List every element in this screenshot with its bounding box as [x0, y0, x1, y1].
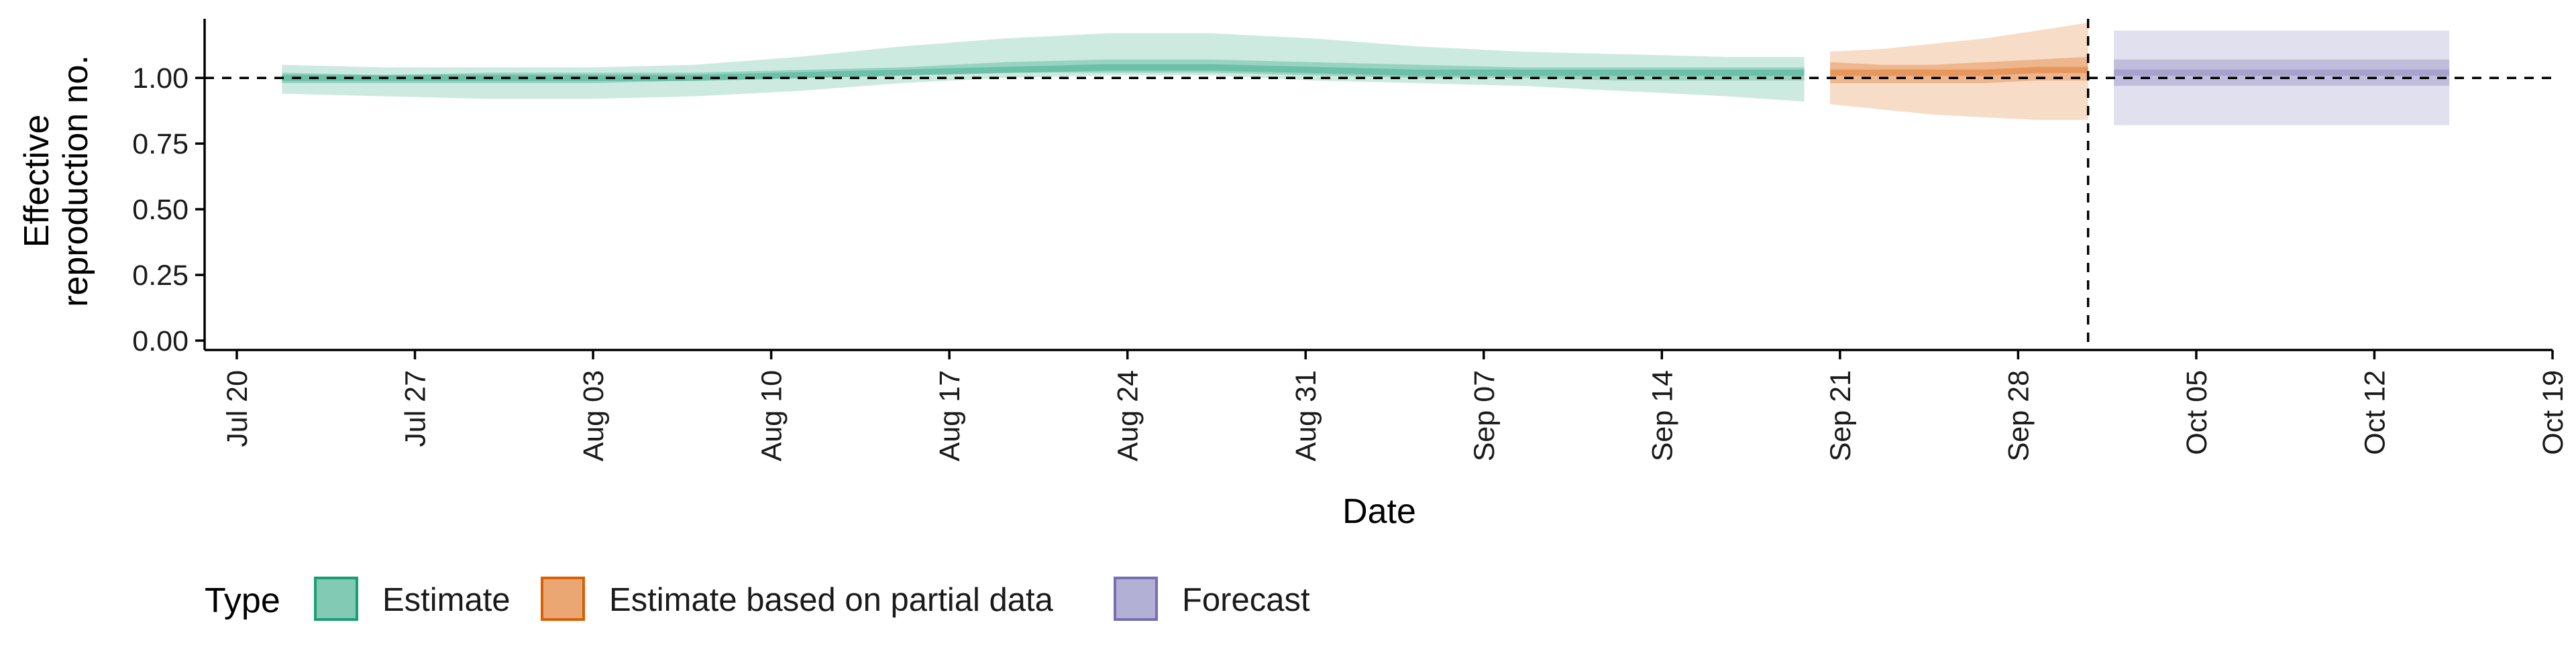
legend-label: Estimate [382, 582, 511, 618]
x-tick-label: Jul 27 [400, 370, 432, 447]
series-estimate-based-on-partial-data [1830, 22, 2088, 120]
axes: 0.00 0.25 0.50 0.75 1.00 Jul 20 Jul 27 Aug 03 Au… [132, 19, 2569, 461]
y-axis-title: Effective reproduction no. [17, 55, 95, 307]
x-tick-label: Aug 31 [1290, 370, 1322, 461]
legend-swatch [314, 577, 358, 621]
y-tick-label: 0.00 [132, 325, 189, 357]
x-tick-label: Sep 28 [2002, 370, 2035, 461]
band-90-interval [282, 33, 1805, 102]
legend-title: Type [205, 581, 280, 620]
x-tick-label: Sep 07 [1468, 370, 1501, 461]
y-tick-label: 1.00 [132, 62, 189, 95]
series-estimate [282, 33, 1805, 102]
band-median [1830, 66, 2088, 76]
x-tick-label: Aug 10 [756, 370, 788, 461]
band-50-interval [1830, 56, 2088, 83]
x-tick-label: Oct 12 [2359, 370, 2391, 455]
legend: Type Estimate Estimate based on partial d… [205, 577, 1310, 621]
plot-panel: 0.00 0.25 0.50 0.75 1.00 Jul 20 Jul 27 Aug 03 Au… [132, 19, 2569, 461]
series-bands [282, 22, 2450, 125]
x-tick-label: Aug 24 [1112, 370, 1144, 461]
x-tick-label: Sep 14 [1646, 370, 1678, 461]
legend-item: Forecast [1114, 577, 1310, 621]
y-tick-label: 0.75 [132, 128, 189, 160]
legend-label: Estimate based on partial data [609, 582, 1054, 618]
band-90-interval [1830, 22, 2088, 120]
x-tick-label: Jul 20 [221, 370, 254, 447]
band-50-interval [2114, 59, 2450, 86]
y-tick-label: 0.25 [132, 259, 189, 292]
reference-lines [205, 19, 2553, 350]
band-median [2114, 69, 2450, 76]
legend-swatch [541, 577, 585, 621]
legend-item: Estimate based on partial data [541, 577, 1054, 621]
y-axis-title-line: Effective [17, 115, 56, 247]
x-tick-label: Aug 03 [578, 370, 610, 461]
x-tick-label: Oct 05 [2181, 370, 2213, 455]
x-axis-title: Date [1342, 492, 1416, 531]
legend-item: Estimate [314, 577, 511, 621]
y-tick-label: 0.50 [132, 194, 189, 226]
x-tick-label: Oct 19 [2537, 370, 2569, 455]
x-tick-label: Aug 17 [934, 370, 966, 461]
legend-items: Estimate Estimate based on partial data Fo… [314, 577, 1310, 621]
y-axis-title-line: reproduction no. [56, 55, 95, 307]
legend-swatch [1114, 577, 1158, 621]
x-tick-label: Sep 21 [1825, 370, 1857, 461]
legend-label: Forecast [1182, 582, 1310, 618]
